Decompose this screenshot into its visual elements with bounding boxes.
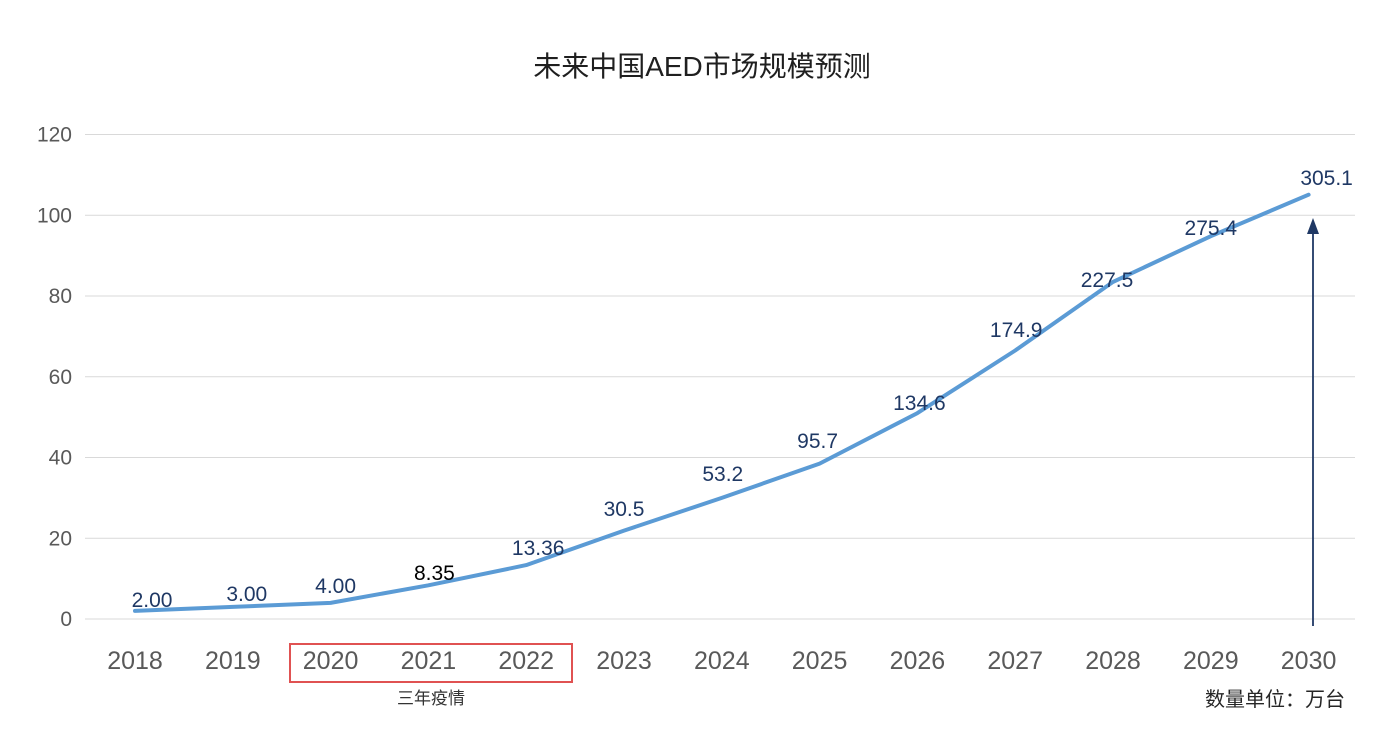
x-tick-label: 2029 — [1183, 647, 1239, 675]
gridlines — [85, 134, 1355, 620]
forecast-line-series — [133, 192, 1311, 613]
pandemic-years-box — [289, 643, 573, 683]
data-label: 227.5 — [1081, 269, 1134, 292]
data-label: 8.35 — [414, 562, 455, 585]
y-tick-label: 0 — [60, 608, 72, 631]
x-tick-label: 2024 — [694, 647, 750, 675]
data-label: 134.6 — [893, 392, 946, 415]
chart-title: 未来中国AED市场规模预测 — [533, 51, 871, 82]
y-tick-label: 120 — [37, 124, 72, 147]
growth-arrow — [1307, 218, 1319, 626]
x-tick-label: 2030 — [1281, 647, 1337, 675]
x-tick-label: 2022 — [498, 647, 554, 675]
data-label: 30.5 — [604, 498, 645, 521]
y-tick-label: 100 — [37, 204, 72, 227]
y-tick-label: 20 — [49, 527, 72, 550]
growth-arrow-head — [1307, 218, 1319, 234]
forecast-line — [133, 192, 1311, 613]
x-tick-label: 2021 — [401, 647, 457, 675]
x-axis-tick-labels: 2018 2019 2020 2021 2022 2023 2024 2025 2026 2027… — [107, 647, 1336, 675]
data-label: 4.00 — [315, 575, 356, 598]
x-tick-label: 2019 — [205, 647, 261, 675]
data-label: 305.1 — [1300, 167, 1353, 190]
y-tick-label: 60 — [49, 366, 72, 389]
y-tick-label: 80 — [49, 285, 72, 308]
unit-label: 数量单位：万台 — [1205, 688, 1345, 711]
data-label: 275.4 — [1185, 217, 1238, 240]
data-label: 174.9 — [990, 319, 1043, 342]
data-label: 53.2 — [702, 463, 743, 486]
x-tick-label: 2028 — [1085, 647, 1141, 675]
data-label: 2.00 — [132, 589, 173, 612]
x-tick-label: 2020 — [303, 647, 359, 675]
x-tick-label: 2018 — [107, 647, 163, 675]
data-label: 95.7 — [797, 430, 838, 453]
x-tick-label: 2026 — [890, 647, 946, 675]
y-tick-label: 40 — [49, 447, 72, 470]
data-label: 13.36 — [512, 537, 565, 560]
pandemic-label: 三年疫情 — [397, 689, 465, 708]
data-labels: 2.00 3.00 4.00 8.35 13.36 30.5 53.2 95.7 134.6 17… — [132, 167, 1353, 612]
x-tick-label: 2025 — [792, 647, 848, 675]
y-axis-tick-labels: 0 20 40 60 80 100 120 — [37, 124, 72, 632]
x-tick-label: 2023 — [596, 647, 652, 675]
data-label: 3.00 — [226, 583, 267, 606]
x-tick-label: 2027 — [987, 647, 1043, 675]
